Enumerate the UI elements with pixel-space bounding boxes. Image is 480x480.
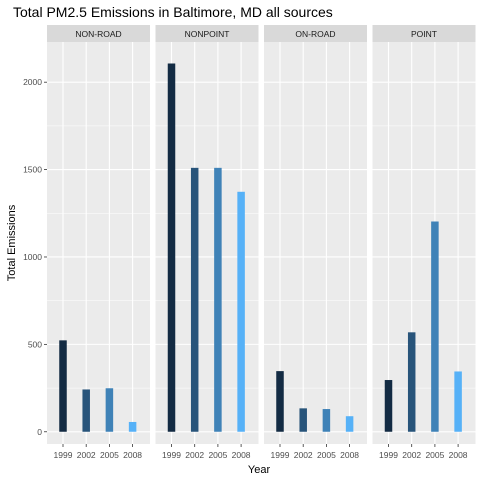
bar-point-2002 — [407, 332, 416, 432]
x-tick-label: 2005 — [317, 450, 336, 460]
bar-non-road-2002 — [82, 389, 90, 432]
bar-nonpoint-2002 — [190, 167, 199, 432]
facet-strip — [155, 25, 259, 42]
x-tick-label: 2002 — [185, 450, 204, 460]
x-tick-label: 2008 — [123, 450, 142, 460]
bar-non-road-2005 — [105, 388, 114, 432]
facet-strip — [264, 25, 367, 42]
y-tick-label: 0 — [37, 427, 42, 437]
facet-panel-point: POINT 1999 2002 2005 2008 — [372, 25, 476, 460]
y-axis-title: Total Emissions — [6, 204, 18, 281]
x-tick-label: 2008 — [340, 450, 359, 460]
x-axis-title: Year — [248, 464, 271, 476]
facet-strip-label: ON-ROAD — [295, 29, 335, 39]
y-tick-label: 1000 — [23, 252, 42, 262]
bar-on-road-2005 — [322, 409, 331, 432]
facet-strip-label: POINT — [411, 29, 437, 39]
facet-panel-on-road: ON-ROAD 1999 2002 2005 2008 — [264, 25, 367, 460]
x-tick-label: 1999 — [379, 450, 398, 460]
x-tick-label: 2005 — [425, 450, 444, 460]
x-tick-label: 1999 — [271, 450, 290, 460]
y-tick-label: 1500 — [23, 165, 42, 175]
bar-non-road-2008 — [128, 421, 137, 432]
bar-point-2008 — [454, 371, 462, 432]
bar-on-road-1999 — [276, 371, 284, 432]
facet-strip — [372, 25, 476, 42]
bar-point-2005 — [431, 221, 439, 432]
chart-title: Total PM2.5 Emissions in Baltimore, MD a… — [13, 4, 333, 20]
facet-strip-label: NON-ROAD — [75, 29, 121, 39]
x-tick-label: 2002 — [77, 450, 96, 460]
x-tick-label: 2002 — [402, 450, 421, 460]
x-tick-label: 2005 — [100, 450, 119, 460]
x-tick-label: 2002 — [294, 450, 313, 460]
bar-point-1999 — [384, 380, 393, 432]
facet-panel-nonpoint: NONPOINT 1999 2002 2005 2008 — [155, 25, 259, 460]
x-tick-label: 1999 — [54, 450, 73, 460]
x-tick-label: 2008 — [449, 450, 468, 460]
y-tick-label: 500 — [28, 339, 42, 349]
facet-panels: NON-ROAD 1999 2002 2005 2008 NONPOINT 1999 2002… — [47, 25, 476, 460]
facet-panel-non-road: NON-ROAD 1999 2002 2005 2008 — [47, 25, 150, 460]
bar-on-road-2002 — [299, 408, 307, 432]
bar-on-road-2008 — [345, 416, 354, 432]
facet-strip-label: NONPOINT — [185, 29, 230, 39]
bar-non-road-1999 — [59, 340, 67, 432]
x-tick-label: 1999 — [162, 450, 181, 460]
y-tick-label: 2000 — [23, 77, 42, 87]
bar-nonpoint-2005 — [214, 167, 222, 432]
bar-nonpoint-2008 — [237, 191, 245, 432]
facet-strip — [47, 25, 150, 42]
x-tick-label: 2005 — [208, 450, 227, 460]
x-tick-label: 2008 — [232, 450, 251, 460]
bar-nonpoint-1999 — [167, 63, 176, 432]
y-axis: 0 500 1000 1500 2000 — [23, 77, 47, 437]
